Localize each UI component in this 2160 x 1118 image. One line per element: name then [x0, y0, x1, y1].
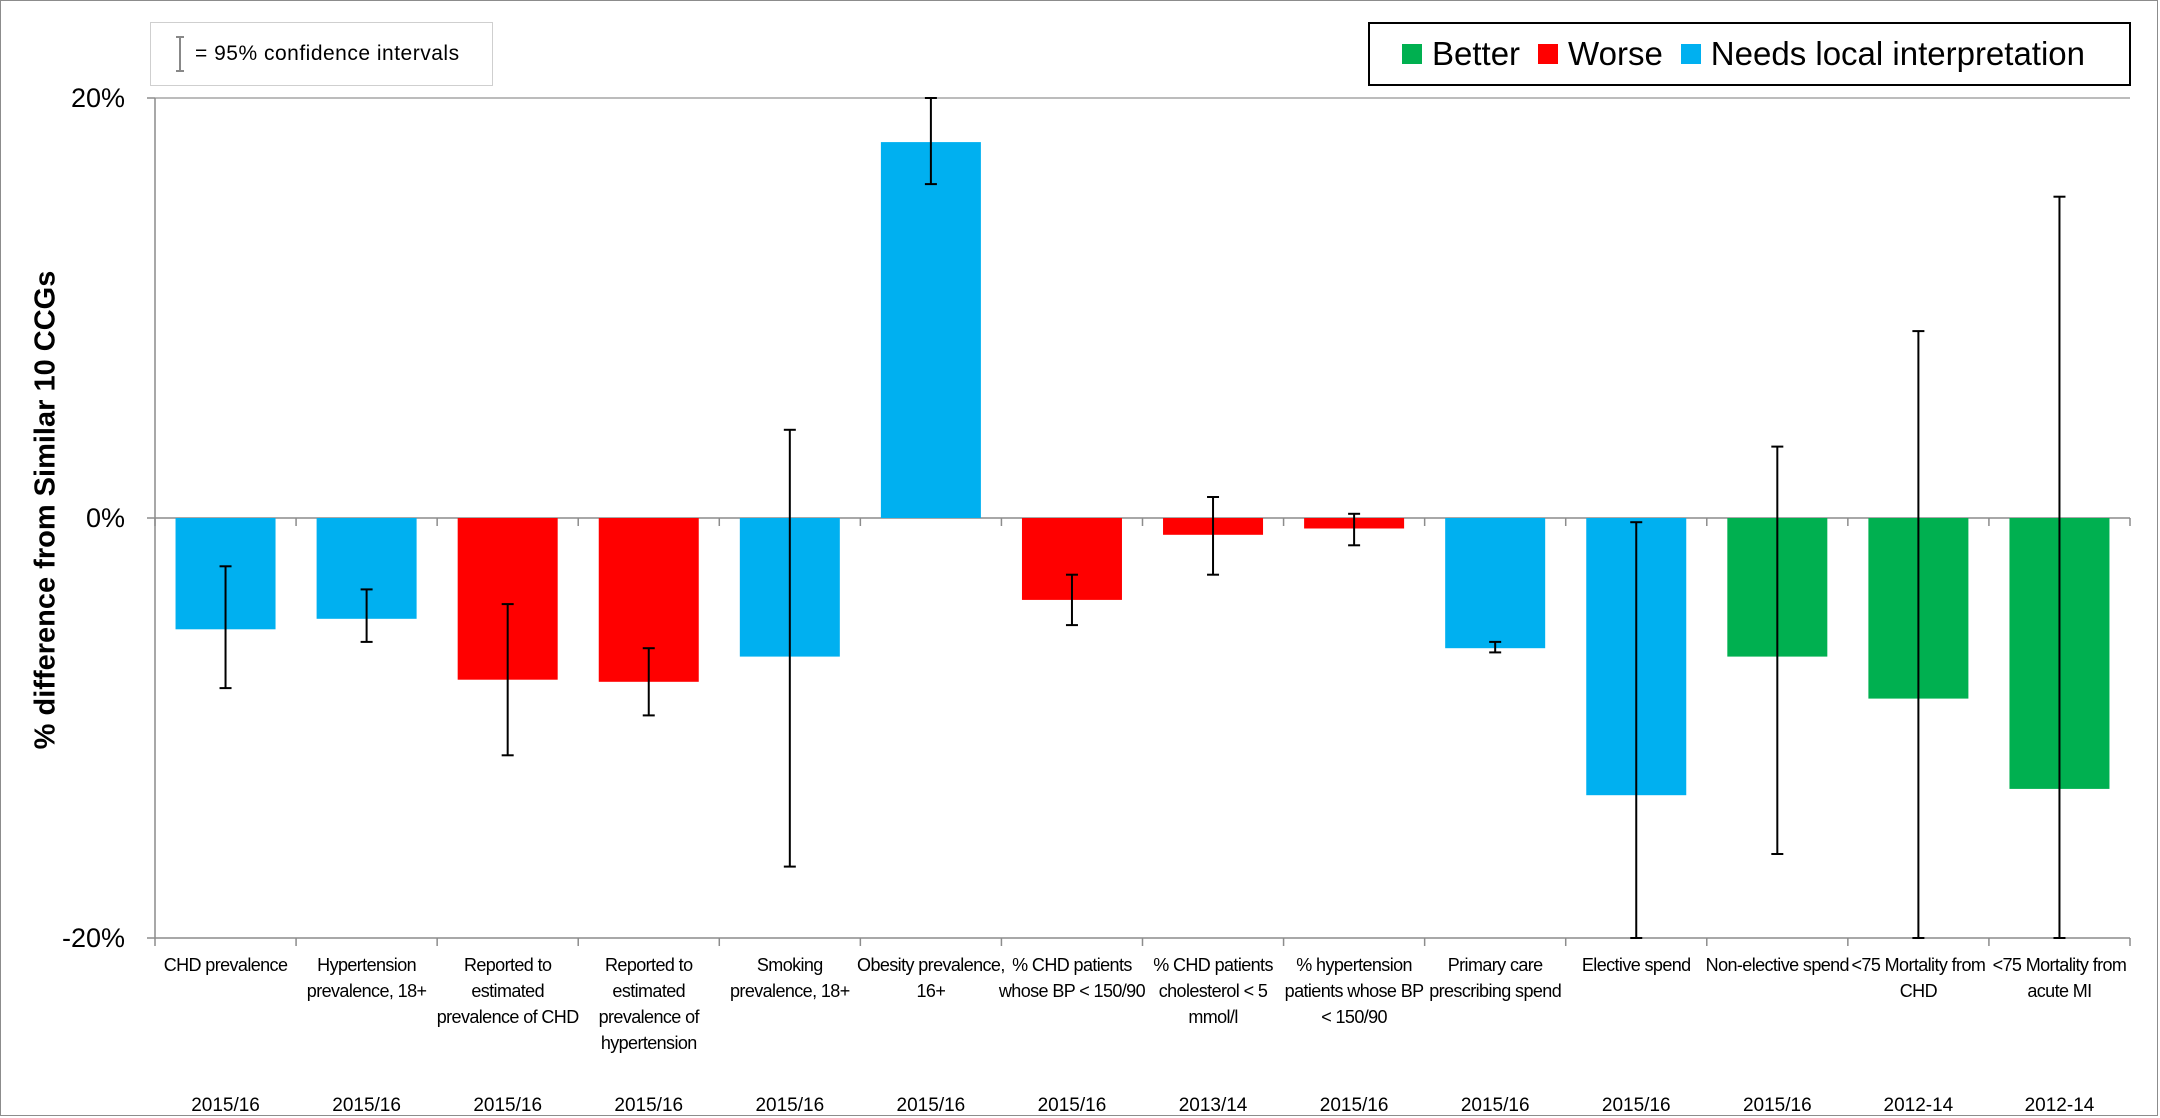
category-label: % hypertension: [1296, 955, 1412, 975]
legend-swatch-worse: [1538, 44, 1559, 64]
period-label: 2015/16: [1602, 1095, 1671, 1116]
y-tick-label: 20%: [71, 83, 125, 113]
category-label: % CHD patients: [1012, 955, 1132, 975]
period-label: 2015/16: [1320, 1095, 1389, 1116]
category-label: Reported to: [464, 955, 552, 975]
bar: [1445, 518, 1546, 649]
category-label: < 150/90: [1321, 1007, 1387, 1027]
legend-label-better: Better: [1432, 35, 1521, 72]
category-label: estimated: [471, 981, 544, 1001]
category-label: prescribing spend: [1429, 981, 1561, 1001]
category-label: acute MI: [2027, 981, 2091, 1001]
y-axis-title: % difference from Similar 10 CCGs: [29, 270, 62, 750]
category-label: prevalence of CHD: [437, 1007, 579, 1027]
category-label: mmol/l: [1188, 1007, 1237, 1027]
period-label: 2015/16: [1743, 1095, 1812, 1116]
confidence-interval-text: = 95% confidence intervals: [195, 42, 460, 65]
category-label: Smoking: [757, 955, 823, 975]
legend-item-worse: Worse: [1538, 35, 1663, 73]
y-tick-label: -20%: [62, 923, 125, 953]
y-tick-label: 0%: [86, 503, 125, 533]
category-label: % CHD patients: [1153, 955, 1273, 975]
category-label: <75 Mortality from: [1852, 955, 1986, 975]
bar: [880, 142, 981, 518]
category-label: cholesterol < 5: [1159, 981, 1268, 1001]
category-label: Obesity prevalence,: [857, 955, 1005, 975]
period-label: 2013/14: [1179, 1095, 1248, 1116]
category-label: 16+: [917, 981, 946, 1001]
category-label: CHD: [1900, 981, 1938, 1001]
category-label: hypertension: [601, 1033, 697, 1053]
error-bars: [219, 97, 2066, 939]
category-label: patients whose BP: [1285, 981, 1424, 1001]
legend-item-local: Needs local interpretation: [1680, 35, 2086, 73]
legend-label-local: Needs local interpretation: [1710, 35, 2086, 72]
period-label: 2015/16: [897, 1095, 966, 1116]
category-label: <75 Mortality from: [1993, 955, 2127, 975]
period-label: 2015/16: [1038, 1095, 1107, 1116]
error-bar-icon: [173, 32, 187, 76]
bars: [175, 142, 2110, 796]
period-label: 2015/16: [614, 1095, 683, 1116]
category-label: prevalence, 18+: [730, 981, 850, 1001]
legend-label-worse: Worse: [1568, 35, 1663, 72]
period-label: 2015/16: [755, 1095, 824, 1116]
legend: Better Worse Needs local interpretation: [1368, 22, 2131, 86]
legend-item-better: Better: [1402, 35, 1520, 73]
category-label: Hypertension: [317, 955, 416, 975]
category-label: Reported to: [605, 955, 693, 975]
category-label: Primary care: [1448, 955, 1543, 975]
category-label: CHD prevalence: [164, 955, 288, 975]
period-label: 2015/16: [191, 1095, 260, 1116]
category-label: estimated: [612, 981, 685, 1001]
category-label: Elective spend: [1582, 955, 1691, 975]
category-label: prevalence of: [599, 1007, 701, 1027]
period-label: 2015/16: [473, 1095, 542, 1116]
category-label: whose BP < 150/90: [998, 981, 1146, 1001]
period-label: 2012-14: [1884, 1095, 1954, 1116]
category-label: prevalence, 18+: [307, 981, 427, 1001]
category-label: Non-elective spend: [1706, 955, 1849, 975]
confidence-interval-note: = 95% confidence intervals: [150, 22, 493, 86]
category-labels: CHD prevalence 2015/16 Hypertension prevale…: [164, 955, 2127, 1116]
legend-swatch-better: [1402, 44, 1422, 64]
legend-swatch-local: [1680, 44, 1701, 64]
period-label: 2015/16: [332, 1095, 401, 1116]
period-label: 2015/16: [1461, 1095, 1530, 1116]
period-label: 2012-14: [2025, 1095, 2095, 1116]
